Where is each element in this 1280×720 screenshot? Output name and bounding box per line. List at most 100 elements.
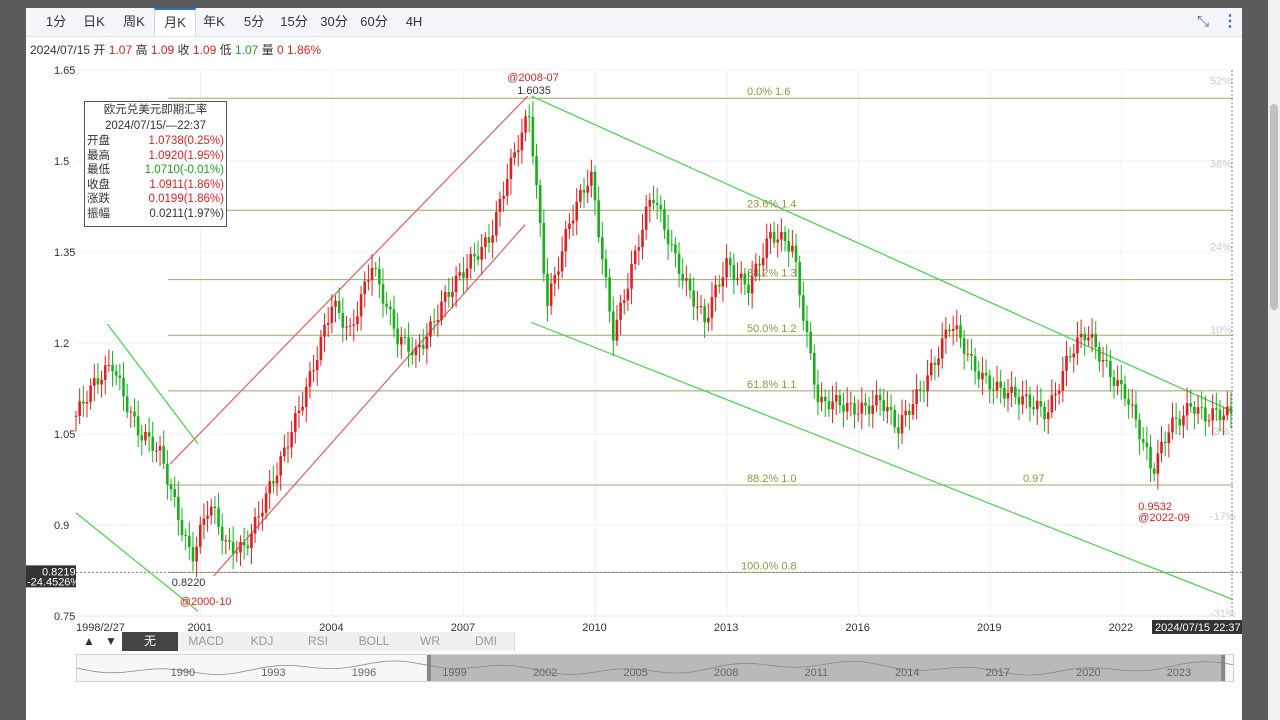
tab-7[interactable]: 15分 bbox=[280, 14, 308, 29]
candle-body bbox=[1109, 360, 1112, 378]
candle-body bbox=[685, 278, 688, 281]
candle-body bbox=[721, 277, 725, 287]
candle-body bbox=[557, 271, 560, 275]
candle-body bbox=[224, 540, 228, 542]
range-navigator[interactable]: 1990 1993 1996 1999 2002 2005 2008 2011 2014 2017… bbox=[76, 654, 1234, 682]
tab-3[interactable]: 周K bbox=[123, 14, 145, 29]
candle-body bbox=[736, 278, 739, 280]
indicator-5[interactable]: RSI bbox=[290, 632, 347, 651]
navigator-year-label: 2005 bbox=[623, 667, 647, 679]
info-close-label: 收 bbox=[177, 43, 190, 57]
fib-label: 100.0% 0.8 bbox=[741, 560, 797, 572]
candle-body bbox=[1079, 333, 1083, 338]
candle-body bbox=[747, 284, 750, 294]
tooltip-time: 2024/07/15/—22:37 bbox=[104, 120, 207, 132]
compress-arrows-icon[interactable]: ⤡ bbox=[1196, 13, 1209, 30]
candle-body bbox=[184, 535, 187, 537]
candle-body bbox=[315, 360, 319, 371]
candle-body bbox=[180, 520, 184, 536]
candle-body bbox=[484, 237, 487, 247]
tab-8[interactable]: 30分 bbox=[320, 14, 348, 29]
indicator-8[interactable]: DMI bbox=[458, 632, 515, 651]
candle-body bbox=[831, 401, 834, 410]
navigator-year-label: 2017 bbox=[986, 667, 1010, 679]
fib-label: 0.0% 1.6 bbox=[747, 86, 790, 98]
candle-body bbox=[864, 402, 867, 406]
candle-body bbox=[111, 365, 114, 372]
candle-body bbox=[414, 347, 418, 356]
candle-body bbox=[615, 319, 619, 341]
indicator-6[interactable]: BOLL bbox=[346, 632, 403, 651]
tooltip-label: 涨跌 bbox=[87, 193, 110, 206]
candle-body bbox=[1178, 418, 1182, 426]
candle-body bbox=[381, 284, 385, 304]
indicator-4[interactable]: KDJ bbox=[234, 632, 291, 651]
candle-body bbox=[352, 324, 356, 326]
candle-body bbox=[542, 223, 546, 274]
tab-4[interactable]: 月K bbox=[154, 8, 196, 36]
indicator-2[interactable]: 无 bbox=[122, 632, 179, 651]
navigator-year-label: 2014 bbox=[895, 667, 919, 679]
candle-body bbox=[1061, 370, 1065, 391]
y-tick-label: 1.5 bbox=[54, 156, 69, 168]
trend-line bbox=[75, 512, 199, 612]
candle-body bbox=[707, 317, 710, 323]
candle-body bbox=[652, 199, 655, 204]
candle-body bbox=[710, 297, 714, 318]
candle-body bbox=[1225, 406, 1229, 416]
candle-body bbox=[937, 358, 940, 365]
candle-body bbox=[776, 239, 780, 243]
indicator-1[interactable]: ▼ bbox=[100, 632, 122, 651]
candle-body bbox=[999, 381, 1002, 388]
candle-body bbox=[948, 329, 951, 332]
candle-body bbox=[202, 518, 206, 525]
candle-body bbox=[118, 375, 122, 379]
tab-1[interactable]: 1分 bbox=[45, 14, 67, 29]
vertical-dots-icon[interactable]: ⋮ bbox=[1222, 13, 1238, 30]
candle-body bbox=[436, 320, 440, 322]
candle-body bbox=[597, 200, 600, 238]
candle-body bbox=[893, 409, 897, 428]
tab-6[interactable]: 5分 bbox=[243, 14, 265, 29]
candle-body bbox=[900, 415, 904, 434]
candle-body bbox=[465, 268, 469, 279]
tab-5[interactable]: 年K bbox=[203, 14, 225, 29]
candle-body bbox=[553, 274, 557, 284]
candle-body bbox=[644, 206, 648, 230]
candle-body bbox=[125, 396, 129, 413]
chart-window: 1分 日K 周K 月K 年K 5分 15分 30分 60分 4H ⤡ ⋮ 2024/07/15 开… bbox=[26, 8, 1242, 712]
right-pct-label: 24% bbox=[1210, 242, 1232, 254]
scrollbar-thumb[interactable] bbox=[1270, 104, 1278, 310]
candle-body bbox=[144, 432, 147, 441]
trend-line bbox=[531, 95, 1234, 413]
tab-10[interactable]: 4H bbox=[405, 14, 423, 29]
candle-body bbox=[308, 371, 312, 387]
info-high-label: 高 bbox=[135, 43, 148, 57]
indicator-3[interactable]: MACD bbox=[178, 632, 235, 651]
candle-body bbox=[220, 526, 224, 541]
low-2022-price-label: 0.9532 bbox=[1138, 501, 1172, 513]
candle-body bbox=[703, 306, 706, 323]
fib-label: 61.8% 1.1 bbox=[747, 379, 797, 391]
tab-9[interactable]: 60分 bbox=[360, 14, 388, 29]
candle-body bbox=[812, 352, 816, 385]
candle-body bbox=[655, 203, 659, 205]
indicator-0[interactable]: ▲ bbox=[78, 632, 100, 651]
indicator-7[interactable]: WR bbox=[402, 632, 459, 651]
candle-body bbox=[809, 331, 812, 353]
candle-body bbox=[549, 283, 553, 306]
candle-body bbox=[619, 302, 622, 320]
page-scrollbar[interactable] bbox=[1268, 0, 1280, 720]
candle-body bbox=[385, 303, 388, 307]
navigator-year-label: 2023 bbox=[1167, 667, 1191, 679]
y-tick-label: 1.2 bbox=[54, 338, 69, 350]
tab-2[interactable]: 日K bbox=[83, 14, 105, 29]
candle-body bbox=[1215, 408, 1218, 410]
candle-body bbox=[345, 326, 348, 328]
info-close: 1.09 bbox=[192, 43, 217, 57]
candle-body bbox=[794, 245, 798, 263]
candlestick-chart[interactable]: 1.65 1.5 1.35 1.2 1.05 0.9 0.75 2001 2004 2007 201… bbox=[26, 8, 1242, 712]
candle-body bbox=[732, 265, 736, 280]
candle-body bbox=[889, 407, 893, 410]
tooltip-value: 0.0211(1.97%) bbox=[149, 207, 224, 220]
